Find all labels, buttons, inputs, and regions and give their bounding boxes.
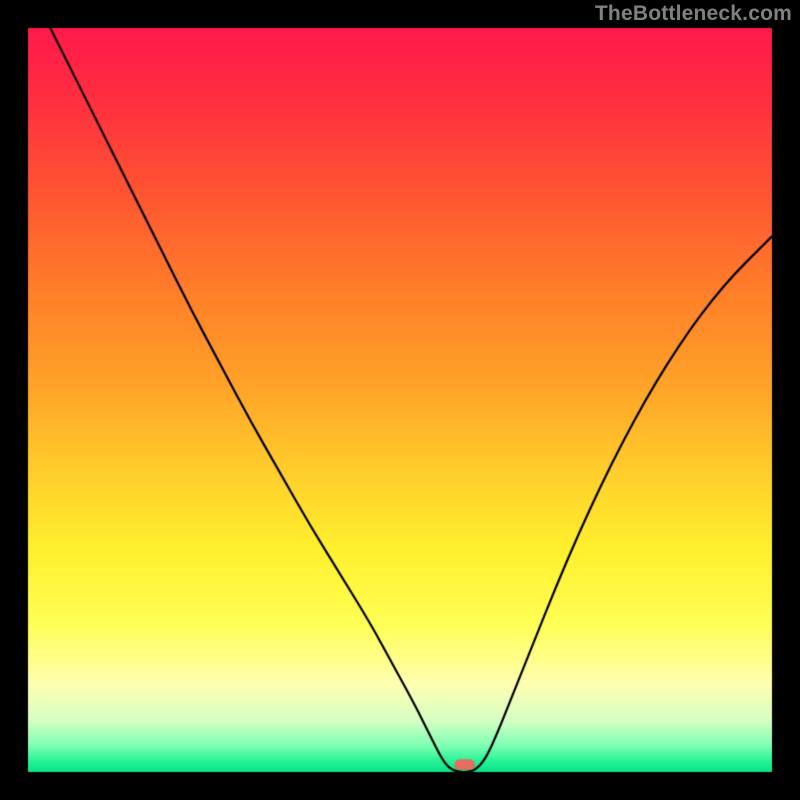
watermark-text: TheBottleneck.com (595, 2, 792, 26)
chart-stage: TheBottleneck.com (0, 0, 800, 800)
bottleneck-chart-canvas (0, 0, 800, 800)
